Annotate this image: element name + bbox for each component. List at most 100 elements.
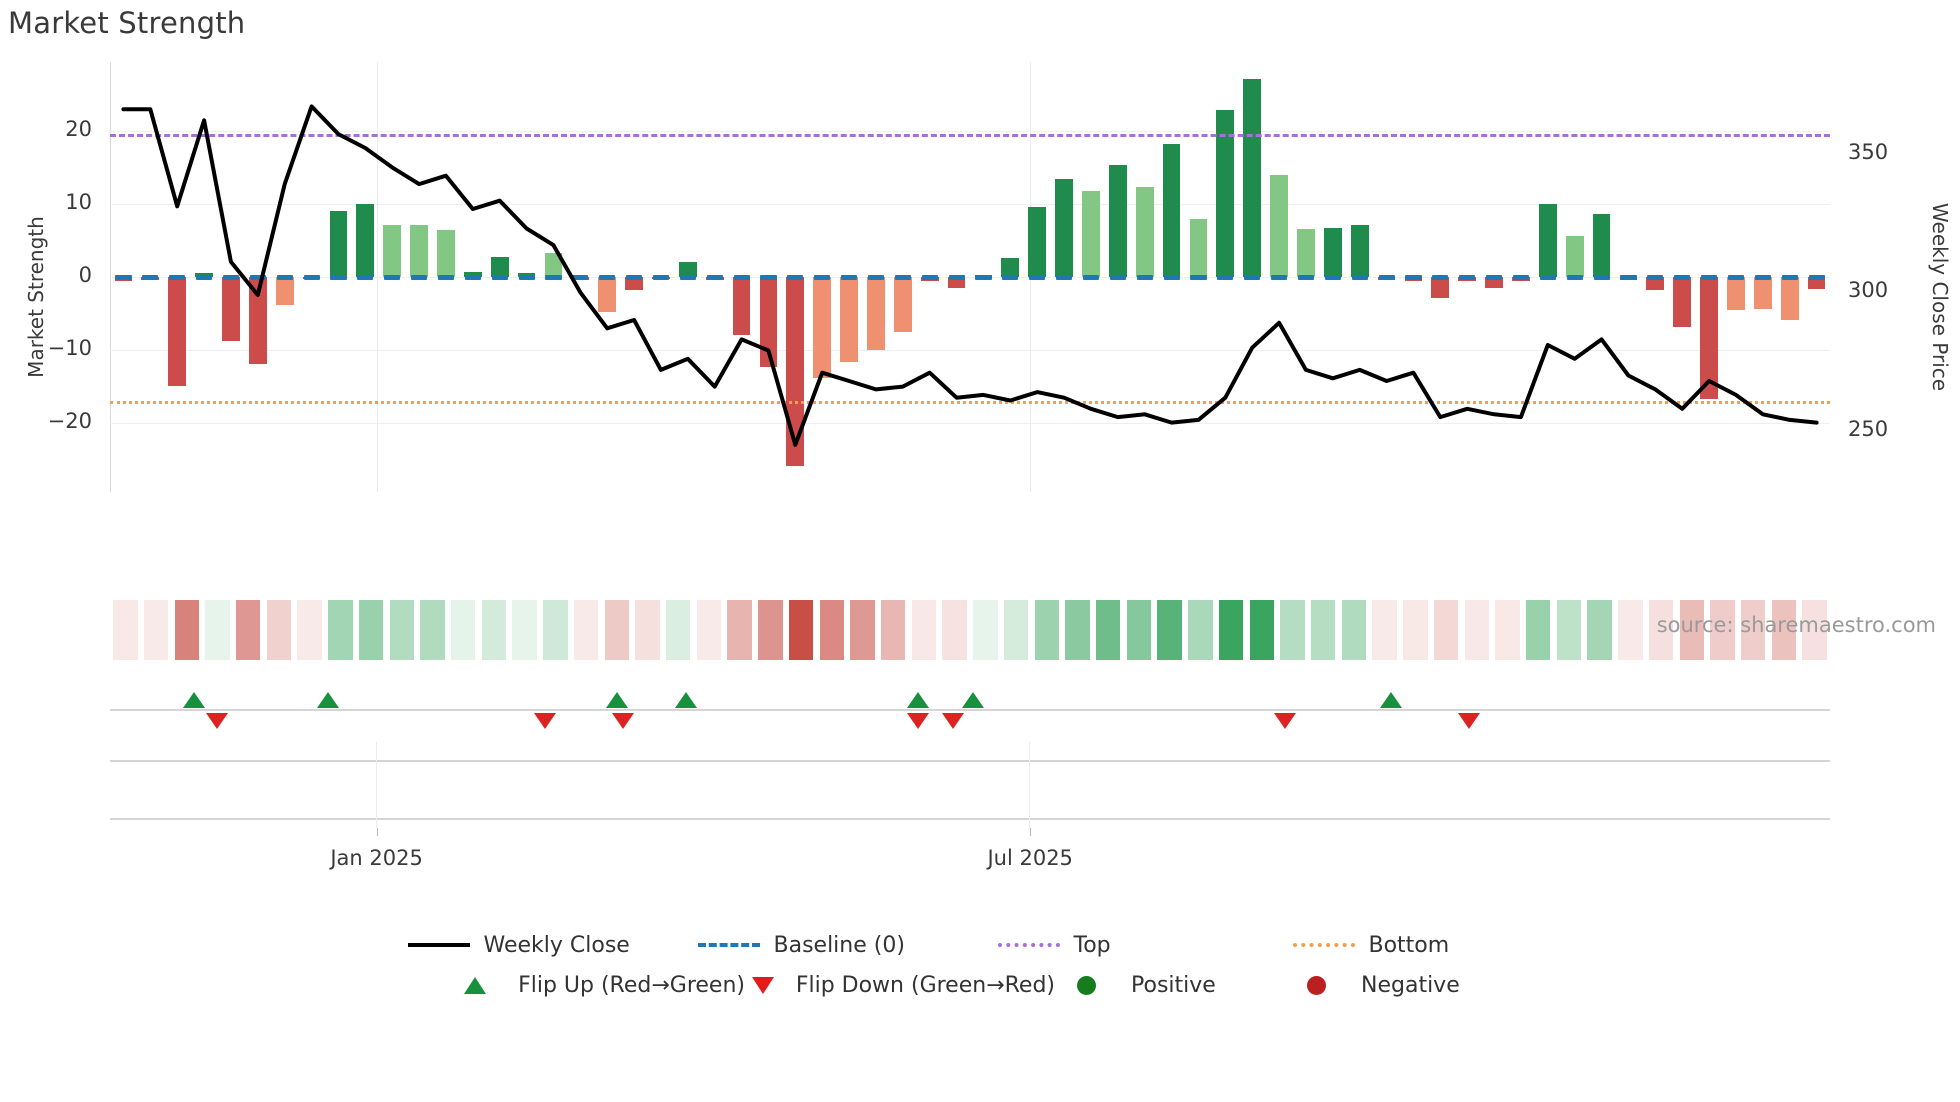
legend-item-flip-up[interactable]: Flip Up (Red→Green) xyxy=(445,973,745,998)
legend-item-flip-down[interactable]: Flip Down (Green→Red) xyxy=(745,973,1055,998)
baseline-segment xyxy=(599,275,616,280)
flip-up-marker xyxy=(675,692,698,708)
baseline-segment xyxy=(867,275,884,280)
weekly-close-swatch xyxy=(407,943,470,947)
strength-bar xyxy=(732,277,751,335)
heatmap-cell xyxy=(1188,600,1213,660)
baseline-segment xyxy=(1539,275,1556,280)
baseline-segment xyxy=(1486,275,1503,280)
baseline-segment xyxy=(1620,275,1637,280)
heatmap-cell xyxy=(205,600,230,660)
baseline-segment xyxy=(1190,275,1207,280)
dotted-line-icon xyxy=(1292,943,1355,947)
strength-bar xyxy=(813,277,832,379)
heatmap-cell xyxy=(328,600,353,660)
y-tick-right-300: 300 xyxy=(1848,278,1889,303)
heatmap-cell xyxy=(297,600,322,660)
heatmap-cell xyxy=(1802,600,1827,660)
plot-area xyxy=(110,62,1830,492)
strength-bar xyxy=(168,277,187,386)
strength-bar xyxy=(1673,277,1692,327)
flip-up-marker xyxy=(317,692,340,708)
legend-item-weekly-close[interactable]: Weekly Close xyxy=(407,933,698,958)
heatmap-cell xyxy=(1249,600,1275,660)
heatmap-cell xyxy=(1218,600,1244,660)
heatmap-cell xyxy=(1618,600,1643,660)
y-tick-right-350: 350 xyxy=(1848,139,1889,164)
baseline-segment xyxy=(411,275,428,280)
strength-bar xyxy=(1753,277,1772,310)
baseline-segment xyxy=(545,275,562,280)
flip-down-marker xyxy=(1273,713,1296,729)
y-tick-left-20: 20 xyxy=(65,117,92,142)
flip-down-marker xyxy=(205,713,228,729)
heatmap-cell xyxy=(727,600,752,660)
baseline-segment xyxy=(1459,275,1476,280)
baseline-segment xyxy=(975,275,992,280)
flip-up-marker xyxy=(606,692,629,708)
strength-bar xyxy=(437,230,455,277)
baseline-segment xyxy=(330,275,347,280)
heatmap-cell xyxy=(880,600,906,660)
strength-bar xyxy=(1082,191,1100,277)
heatmap-cell xyxy=(481,600,507,660)
gridline-y--20 xyxy=(110,422,1830,424)
baseline-segment xyxy=(142,275,159,280)
baseline-segment xyxy=(1566,275,1583,280)
legend-item-positive[interactable]: Positive xyxy=(1055,973,1285,998)
strength-bar xyxy=(1565,236,1584,277)
baseline-segment xyxy=(1701,275,1718,280)
flip-up-swatch xyxy=(445,976,504,994)
baseline-segment xyxy=(1217,275,1234,280)
heatmap-cell xyxy=(1157,600,1182,660)
baseline-segment xyxy=(626,275,643,280)
flip-up-marker xyxy=(907,692,930,708)
strength-bar xyxy=(1135,186,1154,277)
legend-label-negative: Negative xyxy=(1361,972,1460,998)
strength-bar xyxy=(329,211,348,277)
negative-swatch xyxy=(1285,975,1347,995)
heatmap-cell xyxy=(450,600,476,660)
baseline-segment xyxy=(1727,275,1744,280)
baseline-segment xyxy=(276,275,293,280)
heatmap-cell xyxy=(113,600,138,660)
legend-item-top[interactable]: Top xyxy=(997,933,1293,958)
baseline-segment xyxy=(222,275,239,280)
page-title: Market Strength xyxy=(8,6,246,40)
baseline-segment xyxy=(1432,275,1449,280)
legend-row-primary: Weekly Close Baseline (0) Top Bottom xyxy=(0,925,1960,965)
baseline-segment xyxy=(1244,275,1261,280)
baseline-segment xyxy=(249,275,266,280)
strength-bar xyxy=(1297,228,1315,277)
strength-bar xyxy=(1780,277,1799,320)
reference-line-bottom xyxy=(110,400,1830,404)
heatmap-cell xyxy=(1126,600,1152,660)
baseline-segment xyxy=(1029,275,1046,280)
heatmap-cell xyxy=(1003,600,1029,660)
y-tick-left--20: −20 xyxy=(47,408,92,433)
legend-item-negative[interactable]: Negative xyxy=(1285,973,1515,998)
heatmap-cell xyxy=(758,600,783,660)
strength-bar xyxy=(1350,224,1369,277)
gridline-y-20 xyxy=(110,131,1830,133)
legend-item-bottom[interactable]: Bottom xyxy=(1292,933,1553,958)
heatmap-cell xyxy=(1740,600,1766,660)
gridline-x-0 xyxy=(376,62,378,492)
strength-bar xyxy=(786,277,805,467)
strength-bar xyxy=(1538,204,1557,277)
heatmap-cell xyxy=(1065,600,1090,660)
strength-bar xyxy=(275,277,294,306)
baseline-segment xyxy=(357,275,374,280)
legend-item-baseline[interactable]: Baseline (0) xyxy=(697,933,998,958)
baseline-segment xyxy=(464,275,481,280)
baseline-segment xyxy=(1002,275,1019,280)
strength-bar xyxy=(1323,228,1342,277)
strength-bar xyxy=(1001,258,1020,277)
heatmap-cell xyxy=(635,600,660,660)
baseline-segment xyxy=(1754,275,1771,280)
strength-bar xyxy=(1243,79,1262,277)
legend-label-positive: Positive xyxy=(1131,972,1216,998)
heatmap-cell xyxy=(143,600,169,660)
legend-row-markers: Flip Up (Red→Green) Flip Down (Green→Red)… xyxy=(0,965,1960,1005)
